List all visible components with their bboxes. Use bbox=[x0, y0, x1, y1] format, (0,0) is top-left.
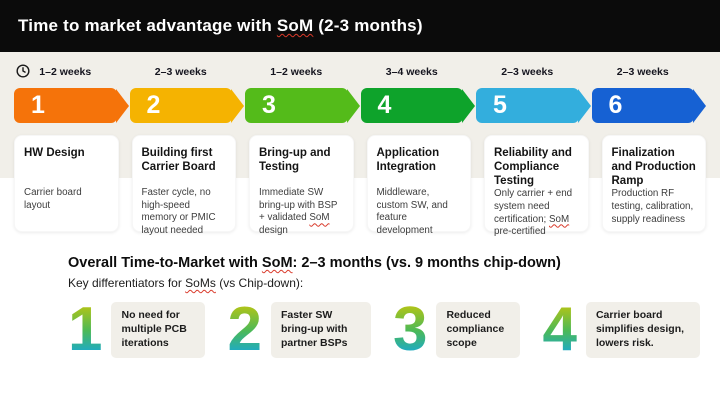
card-desc-text: Middleware, custom SW, and feature devel… bbox=[376, 187, 448, 237]
step-cards: HW Design Carrier board layout Building … bbox=[14, 135, 706, 237]
step-arrow-3: 3 bbox=[245, 88, 348, 123]
page-title-som: SoM bbox=[276, 16, 314, 35]
step-card-2: Building first Carrier Board Faster cycl… bbox=[131, 135, 236, 236]
step-arrow-4: 4 bbox=[360, 88, 463, 123]
step-arrow-2: 2 bbox=[129, 88, 232, 123]
timeline-arrows: 1 2 3 4 5 6 bbox=[14, 88, 694, 123]
differentiators-row: 1 No need for multiple PCB iterations 2 … bbox=[68, 294, 700, 364]
differentiator-text: Carrier board simplifies design, lowers … bbox=[585, 302, 700, 358]
card-desc-som: SoM bbox=[309, 212, 330, 224]
card-description: Middleware, custom SW, and feature devel… bbox=[377, 187, 462, 238]
page-title-suffix: (2-3 months) bbox=[313, 16, 423, 35]
differentiator-3: 3 Reduced compliance scope bbox=[392, 294, 521, 364]
duration-label: 2–3 weeks bbox=[616, 66, 669, 78]
clock-icon bbox=[16, 64, 30, 78]
duration-label: 3–4 weeks bbox=[385, 66, 438, 78]
step-card-6: Finalization and Production Ramp Product… bbox=[601, 135, 706, 232]
card-title: HW Design bbox=[24, 147, 85, 159]
step-arrow-1: 1 bbox=[14, 88, 117, 123]
card-description: Carrier board layout bbox=[24, 187, 109, 212]
card-description: Immediate SW bring-up with BSP + validat… bbox=[259, 187, 344, 238]
differentiator-2: 2 Faster SW bring-up with partner BSPs bbox=[227, 294, 371, 364]
step-number: 2 bbox=[146, 91, 161, 119]
card-title: Building first Carrier Board bbox=[141, 147, 216, 174]
summary-heading-som: SoM bbox=[261, 255, 293, 271]
page-title-text: Time to market advantage with bbox=[18, 16, 277, 35]
step-arrow-6: 6 bbox=[591, 88, 694, 123]
step-card-5: Reliability and Compliance Testing Only … bbox=[484, 135, 589, 237]
slide-header: Time to market advantage with SoM (2-3 m… bbox=[0, 0, 720, 52]
step-number: 1 bbox=[31, 91, 45, 119]
card-description: Faster cycle, no high-speed memory or PM… bbox=[142, 187, 227, 238]
card-desc-som: SoM bbox=[549, 213, 570, 225]
differentiator-number: 3 bbox=[392, 294, 428, 364]
differentiator-1: 1 No need for multiple PCB iterations bbox=[68, 294, 206, 364]
step-number: 6 bbox=[608, 91, 623, 119]
card-title: Bring-up and Testing bbox=[259, 147, 331, 174]
step-card-4: Application Integration Middleware, cust… bbox=[366, 135, 471, 236]
card-title: Finalization and Production Ramp bbox=[611, 147, 696, 188]
summary-heading-suffix: : 2–3 months (vs. 9 months chip-down) bbox=[292, 255, 561, 271]
card-title: Application Integration bbox=[376, 147, 440, 174]
duration-row: 1–2 weeks 2–3 weeks 1–2 weeks 3–4 weeks … bbox=[14, 66, 694, 78]
duration-label: 2–3 weeks bbox=[501, 66, 554, 78]
summary-sub-som: SoMs bbox=[185, 276, 216, 290]
duration-label: 2–3 weeks bbox=[154, 66, 207, 78]
step-card-1: HW Design Carrier board layout bbox=[14, 135, 119, 232]
summary-heading: Overall Time-to-Market with SoM: 2–3 mon… bbox=[68, 255, 561, 271]
card-desc-text: Carrier board layout bbox=[24, 187, 82, 211]
summary-subheading: Key differentiators for SoMs (vs Chip-do… bbox=[68, 276, 303, 290]
step-card-3: Bring-up and Testing Immediate SW bring-… bbox=[249, 135, 354, 236]
duration-label: 1–2 weeks bbox=[270, 66, 323, 78]
card-desc-text: Immediate SW bring-up with BSP + validat… bbox=[259, 187, 338, 224]
card-desc-suffix: pre-certified bbox=[494, 226, 546, 238]
differentiator-text: Reduced compliance scope bbox=[436, 302, 521, 358]
differentiator-text: Faster SW bring-up with partner BSPs bbox=[270, 302, 371, 358]
differentiator-number: 2 bbox=[227, 294, 262, 364]
card-desc-suffix: design bbox=[259, 225, 288, 237]
summary-heading-text: Overall Time-to-Market with bbox=[68, 255, 262, 271]
card-desc-text: Production RF testing, calibration, supp… bbox=[611, 188, 694, 225]
step-number: 5 bbox=[493, 91, 507, 119]
differentiator-text: No need for multiple PCB iterations bbox=[111, 302, 206, 358]
card-desc-text: Only carrier + end system need certifica… bbox=[494, 188, 573, 225]
page-title: Time to market advantage with SoM (2-3 m… bbox=[18, 16, 423, 36]
step-number: 3 bbox=[262, 91, 276, 119]
card-title: Reliability and Compliance Testing bbox=[494, 147, 572, 188]
differentiator-number: 4 bbox=[542, 294, 577, 364]
step-arrow-5: 5 bbox=[476, 88, 579, 123]
step-number: 4 bbox=[377, 91, 392, 119]
duration-label: 1–2 weeks bbox=[39, 66, 92, 78]
summary-sub-text: Key differentiators for bbox=[68, 276, 186, 290]
summary-sub-suffix: (vs Chip-down): bbox=[215, 276, 304, 290]
differentiator-number: 1 bbox=[68, 294, 103, 364]
card-description: Only carrier + end system need certifica… bbox=[494, 188, 579, 239]
card-description: Production RF testing, calibration, supp… bbox=[612, 188, 697, 226]
differentiator-4: 4 Carrier board simplifies design, lower… bbox=[542, 294, 700, 364]
card-desc-text: Faster cycle, no high-speed memory or PM… bbox=[141, 187, 216, 237]
